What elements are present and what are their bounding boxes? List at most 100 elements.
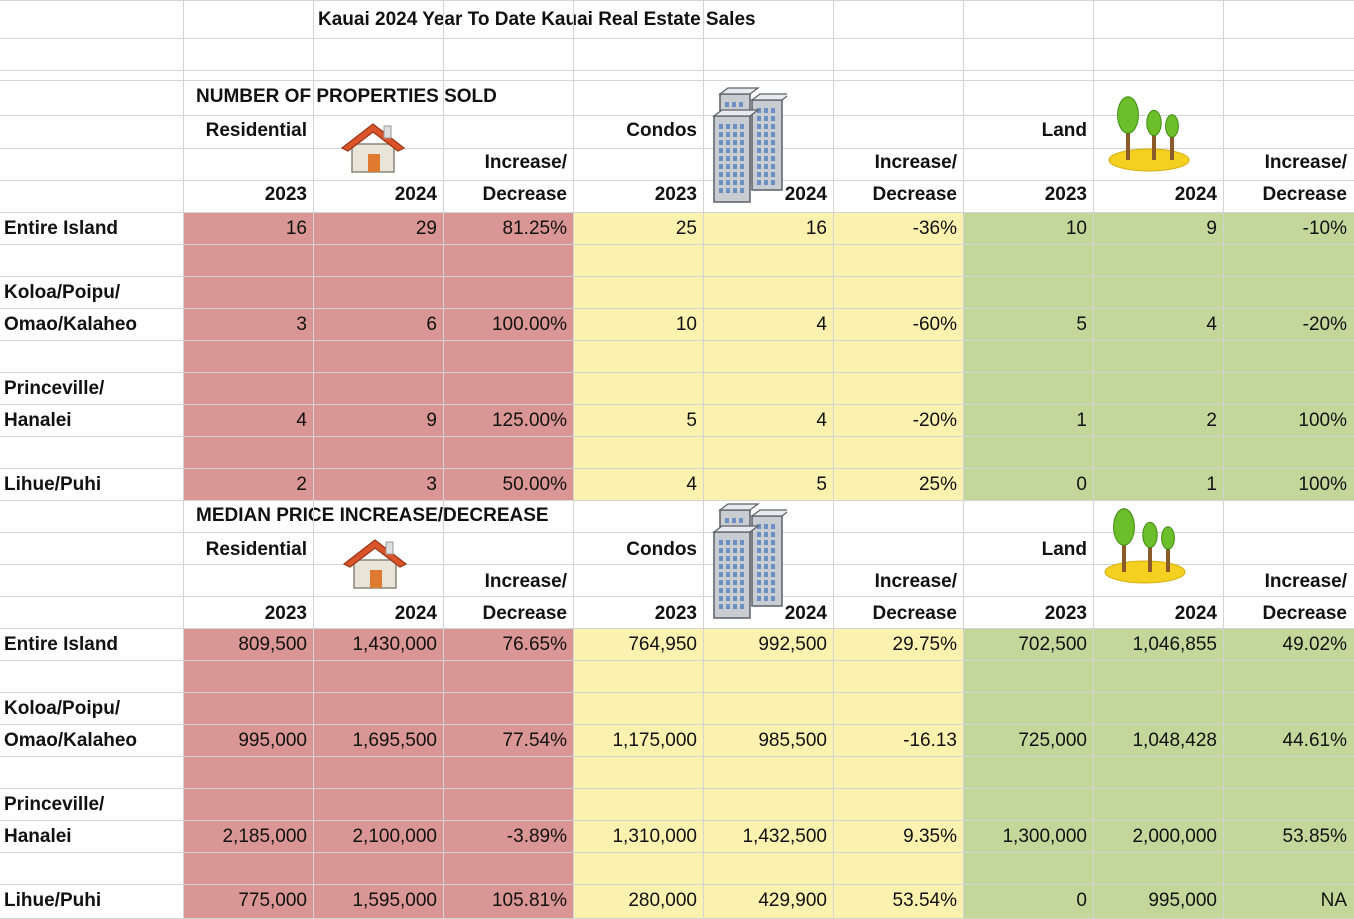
data-cell[interactable]: 1,430,000 <box>352 634 437 655</box>
year-header[interactable]: 2024 <box>394 603 437 624</box>
area-label[interactable]: Omao/Kalaheo <box>4 314 138 335</box>
year-header[interactable]: 2024 <box>1174 603 1217 624</box>
data-cell[interactable]: 1,046,855 <box>1132 634 1217 655</box>
data-cell[interactable]: 1,048,428 <box>1132 730 1217 751</box>
data-cell[interactable]: 4 <box>296 410 307 431</box>
change-label-decrease[interactable]: Decrease <box>1262 184 1347 205</box>
data-cell[interactable]: 2 <box>296 474 307 495</box>
data-cell[interactable]: 3 <box>296 314 307 335</box>
data-cell[interactable]: 9.35% <box>903 826 957 847</box>
data-cell[interactable]: 429,900 <box>758 890 827 911</box>
data-cell[interactable]: 0 <box>1076 890 1087 911</box>
data-cell[interactable]: 105.81% <box>491 890 567 911</box>
data-cell[interactable]: 1,595,000 <box>352 890 437 911</box>
data-cell[interactable]: 53.85% <box>1282 826 1347 847</box>
data-cell[interactable]: 10 <box>675 314 697 335</box>
data-cell[interactable]: 995,000 <box>238 730 307 751</box>
data-cell[interactable]: 280,000 <box>628 890 697 911</box>
year-header[interactable]: 2023 <box>654 184 697 205</box>
data-cell[interactable]: 1,175,000 <box>612 730 697 751</box>
section-title[interactable]: NUMBER OF PROPERTIES SOLD <box>196 86 497 107</box>
group-label-land[interactable]: Land <box>1041 539 1087 560</box>
area-label[interactable]: Entire Island <box>4 634 119 655</box>
data-cell[interactable]: 995,000 <box>1148 890 1217 911</box>
year-header[interactable]: 2024 <box>394 184 437 205</box>
data-cell[interactable]: 100% <box>1298 474 1347 495</box>
change-label-decrease[interactable]: Decrease <box>482 184 567 205</box>
data-cell[interactable]: 100% <box>1298 410 1347 431</box>
data-cell[interactable]: 725,000 <box>1018 730 1087 751</box>
data-cell[interactable]: 16 <box>805 218 827 239</box>
data-cell[interactable]: 985,500 <box>758 730 827 751</box>
data-cell[interactable]: 53.54% <box>892 890 957 911</box>
change-label-increase[interactable]: Increase/ <box>874 571 957 592</box>
data-cell[interactable]: 49.02% <box>1282 634 1347 655</box>
data-cell[interactable]: 4 <box>816 314 827 335</box>
change-label-increase[interactable]: Increase/ <box>1264 571 1347 592</box>
data-cell[interactable]: 100.00% <box>491 314 567 335</box>
change-label-increase[interactable]: Increase/ <box>484 152 567 173</box>
data-cell[interactable]: 50.00% <box>502 474 567 495</box>
data-cell[interactable]: 29 <box>415 218 437 239</box>
data-cell[interactable]: -3.89% <box>506 826 567 847</box>
section-title[interactable]: MEDIAN PRICE INCREASE/DECREASE <box>196 505 549 526</box>
data-cell[interactable]: NA <box>1320 890 1347 911</box>
change-label-decrease[interactable]: Decrease <box>872 603 957 624</box>
data-cell[interactable]: 76.65% <box>502 634 567 655</box>
data-cell[interactable]: 775,000 <box>238 890 307 911</box>
year-header[interactable]: 2023 <box>1044 184 1087 205</box>
data-cell[interactable]: 6 <box>426 314 437 335</box>
year-header[interactable]: 2023 <box>654 603 697 624</box>
change-label-increase[interactable]: Increase/ <box>1264 152 1347 173</box>
data-cell[interactable]: -10% <box>1302 218 1347 239</box>
change-label-increase[interactable]: Increase/ <box>874 152 957 173</box>
data-cell[interactable]: 9 <box>426 410 437 431</box>
sheet-title[interactable]: Kauai 2024 Year To Date Kauai Real Estat… <box>318 9 756 30</box>
area-label[interactable]: Koloa/Poipu/ <box>4 282 121 303</box>
data-cell[interactable]: 1,310,000 <box>612 826 697 847</box>
area-label[interactable]: Lihue/Puhi <box>4 890 102 911</box>
year-header[interactable]: 2024 <box>784 184 827 205</box>
data-cell[interactable]: 1 <box>1076 410 1087 431</box>
data-cell[interactable]: 125.00% <box>491 410 567 431</box>
data-cell[interactable]: -36% <box>912 218 957 239</box>
group-label-land[interactable]: Land <box>1041 120 1087 141</box>
data-cell[interactable]: 4 <box>686 474 697 495</box>
data-cell[interactable]: 5 <box>1076 314 1087 335</box>
data-cell[interactable]: 2,185,000 <box>222 826 307 847</box>
data-cell[interactable]: 702,500 <box>1018 634 1087 655</box>
data-cell[interactable]: 16 <box>285 218 307 239</box>
data-cell[interactable]: 25 <box>675 218 697 239</box>
year-header[interactable]: 2023 <box>264 603 307 624</box>
change-label-decrease[interactable]: Decrease <box>1262 603 1347 624</box>
area-label[interactable]: Entire Island <box>4 218 119 239</box>
data-cell[interactable]: -60% <box>912 314 957 335</box>
area-label[interactable]: Princeville/ <box>4 794 105 815</box>
group-label-condos[interactable]: Condos <box>626 120 697 141</box>
area-label[interactable]: Koloa/Poipu/ <box>4 698 121 719</box>
data-cell[interactable]: 1,695,500 <box>352 730 437 751</box>
change-label-decrease[interactable]: Decrease <box>482 603 567 624</box>
year-header[interactable]: 2023 <box>1044 603 1087 624</box>
data-cell[interactable]: 2,100,000 <box>352 826 437 847</box>
year-header[interactable]: 2024 <box>784 603 827 624</box>
data-cell[interactable]: 4 <box>1206 314 1217 335</box>
area-label[interactable]: Hanalei <box>4 826 72 847</box>
data-cell[interactable]: 5 <box>816 474 827 495</box>
data-cell[interactable]: 9 <box>1206 218 1217 239</box>
data-cell[interactable]: 4 <box>816 410 827 431</box>
data-cell[interactable]: 5 <box>686 410 697 431</box>
data-cell[interactable]: 1,432,500 <box>742 826 827 847</box>
area-label[interactable]: Lihue/Puhi <box>4 474 102 495</box>
data-cell[interactable]: -16.13 <box>903 730 957 751</box>
data-cell[interactable]: 81.25% <box>502 218 567 239</box>
group-label-residential[interactable]: Residential <box>205 539 307 560</box>
data-cell[interactable]: 2 <box>1206 410 1217 431</box>
data-cell[interactable]: 2,000,000 <box>1132 826 1217 847</box>
data-cell[interactable]: 0 <box>1076 474 1087 495</box>
data-cell[interactable]: 3 <box>426 474 437 495</box>
data-cell[interactable]: 44.61% <box>1282 730 1347 751</box>
change-label-increase[interactable]: Increase/ <box>484 571 567 592</box>
data-cell[interactable]: -20% <box>912 410 957 431</box>
year-header[interactable]: 2023 <box>264 184 307 205</box>
